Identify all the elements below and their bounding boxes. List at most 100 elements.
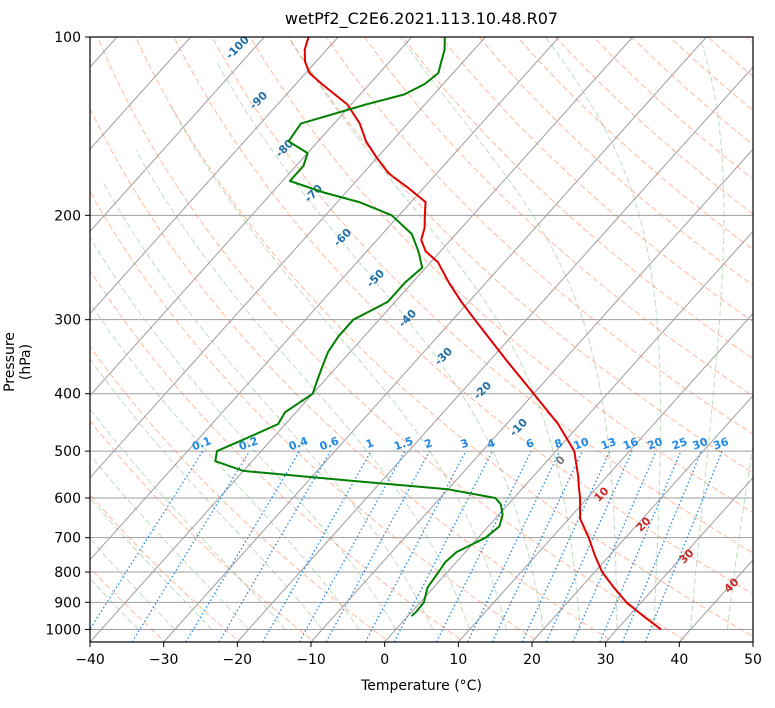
dry-adiabat-line <box>554 37 753 215</box>
moist-adiabat-label: 40 <box>722 575 742 595</box>
mixing-ratio-line <box>185 450 301 642</box>
temperature-profile-line <box>303 37 662 631</box>
isotherm-line <box>90 37 192 150</box>
moist-adiabat-line <box>399 37 618 630</box>
dry-adiabat-line <box>90 420 316 642</box>
dry-adiabat-line <box>90 345 391 642</box>
mixing-ratio-label: 13 <box>599 435 618 452</box>
moist-adiabat-line <box>216 61 544 630</box>
mixing-ratio-line <box>545 450 633 642</box>
mixing-ratio-label: 25 <box>670 435 689 452</box>
y-tick-label: 600 <box>54 491 81 507</box>
x-tick-label: 20 <box>523 652 541 668</box>
mixing-ratio-label: 0.4 <box>287 434 310 453</box>
isotherm-line <box>531 394 753 642</box>
isotherm-line <box>310 148 753 642</box>
dry-adiabat-line <box>0 37 18 644</box>
dry-adiabat-line <box>173 37 753 595</box>
mixing-ratio-line <box>131 450 251 642</box>
y-tick-label: 1000 <box>45 622 81 638</box>
mixing-ratio-label: 8 <box>553 436 565 451</box>
mixing-ratio-label: 4 <box>485 436 497 451</box>
mixing-ratio-label: 6 <box>524 436 536 451</box>
dry-adiabat-line <box>90 640 92 642</box>
x-tick-label: 30 <box>597 652 615 668</box>
x-tick-label: 10 <box>449 652 467 668</box>
dry-adiabat-line <box>287 37 753 474</box>
dry-adiabat-line <box>325 37 753 435</box>
isotherm-line <box>90 37 560 561</box>
x-tick-label: −10 <box>296 652 326 668</box>
moist-adiabat-line <box>90 497 213 630</box>
isotherm-line <box>605 477 753 642</box>
mixing-ratio-label: 0.1 <box>190 434 213 453</box>
mixing-ratio-line <box>218 450 331 642</box>
mixing-ratio-line <box>521 450 611 642</box>
mixing-ratio-line <box>599 450 682 642</box>
y-tick-label: 900 <box>54 595 81 611</box>
x-tick-label: −20 <box>223 652 253 668</box>
isotherm-line <box>678 559 753 642</box>
mixing-ratio-line <box>644 450 723 642</box>
isotherm-line <box>457 312 753 642</box>
dry-adiabat-line <box>516 37 753 250</box>
moist-adiabat-line <box>101 180 434 630</box>
mixing-ratio-label: 2 <box>423 436 435 451</box>
mixing-ratio-label: 30 <box>691 435 710 453</box>
dry-adiabat-line <box>440 37 753 323</box>
x-axis-label: Temperature (°C) <box>361 678 482 694</box>
y-tick-label: 500 <box>54 444 81 460</box>
isotherm-line <box>163 37 707 642</box>
y-tick-label: 800 <box>54 565 81 581</box>
dry-adiabat-line <box>364 37 753 397</box>
isotherm-line <box>236 66 753 642</box>
isotherm-line <box>90 37 265 233</box>
dry-adiabat-label: -30 <box>432 345 455 368</box>
mixing-ratio-label: 1.5 <box>392 434 415 453</box>
mixing-ratio-line <box>262 450 372 642</box>
mixing-ratio-line <box>393 450 493 642</box>
mixing-ratio-label: 36 <box>712 435 731 453</box>
dry-adiabat-line <box>90 269 465 642</box>
isotherm-line <box>90 37 486 479</box>
moist-adiabat-line <box>90 577 139 630</box>
dry-adiabat-label: -20 <box>471 379 494 402</box>
dry-adiabat-line <box>90 107 615 642</box>
moist-adiabat-label: 10 <box>592 484 612 504</box>
moist-adiabat-line <box>90 358 323 630</box>
y-tick-label: 400 <box>54 387 81 403</box>
mixing-ratio-label: 10 <box>572 435 591 453</box>
moist-adiabat-label: 30 <box>677 546 697 566</box>
y-tick-label: 100 <box>54 30 81 46</box>
moist-adiabat-line <box>90 538 176 630</box>
dry-adiabat-line <box>745 37 753 44</box>
moist-adiabat-label: 0 <box>553 453 568 468</box>
mixing-ratio-line <box>325 450 431 642</box>
moist-adiabat-label: 20 <box>634 514 654 534</box>
mixing-ratio-label: 1 <box>364 436 376 451</box>
isotherm-line <box>90 37 413 397</box>
mixing-ratio-line <box>298 450 406 642</box>
x-tick-label: −40 <box>75 652 105 668</box>
dry-adiabat-label: -60 <box>331 226 354 249</box>
mixing-ratio-label: 16 <box>621 435 640 453</box>
dry-adiabat-line <box>478 37 753 286</box>
moist-adiabat-line <box>545 37 662 630</box>
mixing-ratio-line <box>90 450 204 631</box>
mixing-ratio-line <box>466 450 561 642</box>
dry-adiabat-label: -90 <box>247 89 270 112</box>
isotherm-line <box>90 37 634 642</box>
moist-adiabat-line <box>726 442 753 630</box>
plot-layer: 0.1 0.2 0.4 0.6 1 1.5 2 3 4 6 8 10 13 16 20 25 30 36-100-… <box>0 37 753 644</box>
dry-adiabat-label: -50 <box>364 267 387 290</box>
mixing-ratio-label: 0.6 <box>318 434 341 453</box>
x-tick-label: −30 <box>149 652 179 668</box>
dry-adiabat-line <box>90 493 241 642</box>
y-tick-label: 300 <box>54 313 81 329</box>
dry-adiabat-line <box>402 37 753 360</box>
moist-adiabat-line <box>90 236 397 630</box>
chart-title: wetPf2_C2E6.2021.113.10.48.R07 <box>284 9 559 28</box>
dry-adiabat-line <box>135 37 753 637</box>
